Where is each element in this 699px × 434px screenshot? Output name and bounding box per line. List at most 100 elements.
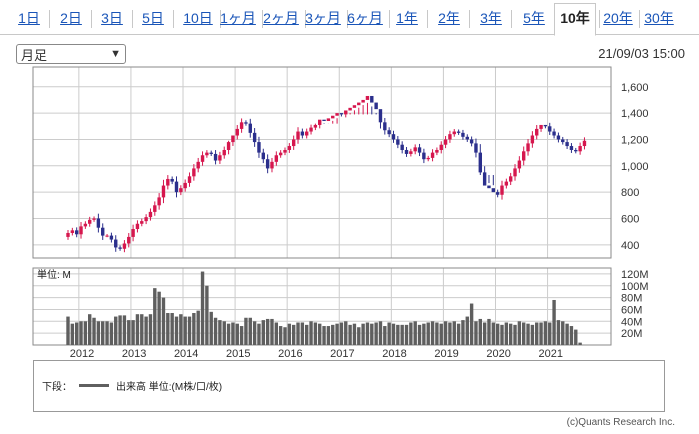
candle-body (313, 124, 318, 128)
candle-body (374, 102, 378, 110)
price-grid (33, 67, 611, 258)
volume-legend-swatch (79, 384, 109, 387)
tab-2[interactable]: 3日 (101, 10, 123, 26)
volume-bar (530, 324, 535, 345)
tab-7[interactable]: 3ヶ月 (305, 10, 341, 26)
candle-body (543, 124, 548, 127)
volume-bar (114, 316, 118, 345)
tab-3[interactable]: 5日 (142, 10, 164, 26)
tab-8[interactable]: 6ヶ月 (347, 10, 383, 26)
year-axis: 2012 2013 2014 2015 2016 2017 2018 2019 2020 2021 (70, 348, 563, 360)
year-tick-label: 2012 (70, 348, 94, 360)
candle-body (413, 147, 417, 152)
volume-bar (170, 313, 174, 345)
volume-bar (365, 322, 370, 345)
volume-bar (239, 326, 244, 345)
volume-bar (456, 323, 461, 345)
candle-body (508, 176, 513, 182)
candle-body (400, 144, 404, 150)
volume-bar (140, 314, 144, 345)
candle-body (257, 142, 261, 153)
candle-body (478, 152, 482, 173)
volume-bar (226, 323, 231, 345)
candle-body (396, 139, 400, 145)
tab-11[interactable]: 3年 (480, 10, 502, 26)
candle-body (430, 152, 435, 158)
volume-bar (335, 323, 339, 345)
volume-bar (105, 321, 109, 345)
volume-bar (556, 320, 561, 345)
volume-bar (374, 322, 378, 345)
volume-bar (278, 326, 283, 345)
tab-separator (639, 10, 640, 28)
candle-body (70, 230, 75, 233)
candle-body (218, 155, 222, 161)
period-type-select[interactable]: 月足 ▼ (16, 44, 126, 64)
candle-body (92, 218, 96, 220)
volume-bar (517, 321, 522, 345)
candle-body (127, 236, 131, 244)
volume-bar (487, 318, 491, 345)
candle-body (556, 135, 561, 140)
tab-9[interactable]: 1年 (396, 10, 418, 26)
candle-body (482, 172, 487, 186)
year-tick-label: 2016 (278, 348, 302, 360)
volume-bar (318, 323, 322, 345)
tab-5[interactable]: 1ヶ月 (220, 10, 256, 26)
tab-4[interactable]: 10日 (183, 10, 213, 26)
volume-bar (535, 322, 539, 345)
candle-body (548, 126, 552, 132)
candle-body (426, 157, 430, 160)
candle-body (105, 235, 109, 237)
volume-bar (539, 322, 543, 345)
volume-tick-label: 40M (621, 316, 642, 328)
volume-bar (478, 318, 482, 345)
candle-body (300, 131, 305, 136)
candle-body (561, 139, 565, 143)
tab-10[interactable]: 2年 (438, 10, 460, 26)
candle-body (101, 227, 105, 236)
candle-body (465, 136, 469, 140)
tab-1[interactable]: 2日 (60, 10, 82, 26)
volume-tick-label: 80M (621, 293, 642, 305)
tab-12[interactable]: 5年 (523, 10, 545, 26)
candle-body (261, 152, 265, 160)
candle-body (187, 176, 192, 183)
volume-bar (148, 314, 153, 345)
volume-bar (387, 322, 391, 345)
candle-body (231, 135, 235, 143)
tab-0[interactable]: 1日 (18, 10, 40, 26)
volume-bar (569, 326, 574, 345)
candle-body (409, 151, 413, 154)
volume-bar (92, 317, 96, 345)
chevron-down-icon: ▼ (110, 48, 121, 60)
candle-body (391, 134, 396, 140)
legend-prefix: 下段： (42, 382, 72, 393)
tab-14[interactable]: 20年 (603, 10, 633, 26)
candle-body (322, 119, 326, 122)
volume-bar (79, 321, 83, 345)
legend-entry: 下段： 出来高 単位:(M株/口/枚) (42, 378, 222, 393)
volume-bar (305, 324, 309, 345)
candle-body (74, 230, 79, 235)
tab-separator (49, 10, 50, 28)
tab-separator (469, 10, 470, 28)
volume-tick-label: 20M (621, 328, 642, 340)
volume-bar (109, 322, 114, 345)
volume-bar (161, 297, 166, 345)
tab-6[interactable]: 2ヶ月 (263, 10, 299, 26)
volume-bar (174, 316, 179, 345)
candle-body (122, 243, 127, 249)
candle-body (357, 102, 361, 106)
volume-bar (574, 329, 578, 345)
volume-bar (339, 322, 344, 345)
candle-body (153, 205, 157, 212)
volume-bar (474, 321, 478, 345)
volume-bar (526, 323, 530, 345)
candle-body (365, 95, 370, 100)
volume-bar (248, 317, 252, 345)
tab-13[interactable]: 10年 (554, 3, 596, 36)
tab-15[interactable]: 30年 (644, 10, 674, 26)
volume-bar (430, 321, 435, 345)
year-tick-label: 2020 (486, 348, 510, 360)
